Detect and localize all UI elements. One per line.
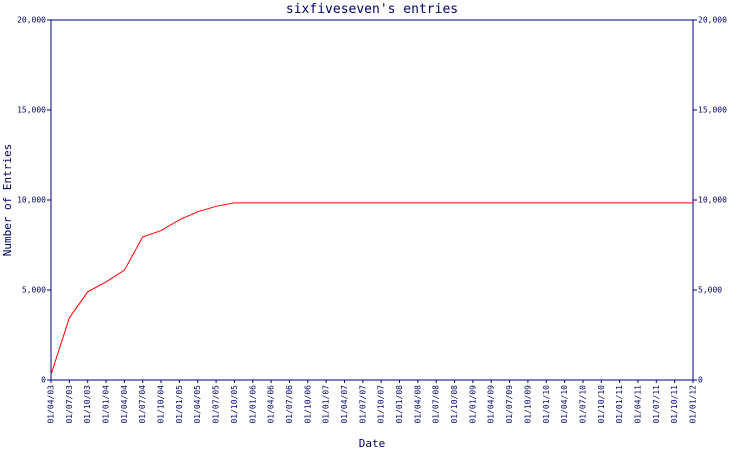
x-tick-label: 01/10/10 <box>597 385 606 424</box>
y2-tick-label: 0 <box>698 376 703 385</box>
x-tick-label: 01/07/03 <box>65 385 74 424</box>
x-tick-label: 01/10/03 <box>83 385 92 424</box>
x-tick-label: 01/01/08 <box>395 385 404 424</box>
x-tick-label: 01/10/07 <box>377 385 386 424</box>
plot-frame <box>50 19 694 381</box>
x-tick-label: 01/10/11 <box>670 385 679 424</box>
x-tick-label: 01/04/08 <box>413 385 422 424</box>
x-tick-label: 01/04/09 <box>487 385 496 424</box>
x-tick-label: 01/01/05 <box>175 385 184 424</box>
x-tick-label: 01/07/05 <box>212 385 221 424</box>
x-tick-label: 01/10/08 <box>450 385 459 424</box>
y-tick-label: 10,000 <box>17 196 46 205</box>
line-series <box>50 202 693 375</box>
x-tick-label: 01/04/06 <box>267 385 276 424</box>
x-tick-label: 01/10/05 <box>230 385 239 424</box>
y-tick-label: 20,000 <box>17 16 46 25</box>
y-tick-label: 0 <box>41 376 46 385</box>
x-tick-label: 01/01/12 <box>689 385 698 424</box>
x-tick-label: 01/01/07 <box>322 385 331 424</box>
y2-tick-label: 5,000 <box>698 286 722 295</box>
x-tick-label: 01/01/06 <box>248 385 257 424</box>
x-tick-label: 01/01/09 <box>468 385 477 424</box>
x-tick-label: 01/04/10 <box>560 385 569 424</box>
chart-title: sixfiveseven's entries <box>286 2 458 17</box>
x-tick-label: 01/07/09 <box>505 385 514 424</box>
x-axis-label: Date <box>359 437 386 450</box>
x-tick-label: 01/07/08 <box>432 385 441 424</box>
x-tick-label: 01/07/04 <box>138 385 147 424</box>
x-tick-label: 01/10/04 <box>157 385 166 424</box>
x-tick-label: 01/01/11 <box>615 385 624 424</box>
x-tick-label: 01/04/11 <box>633 385 642 424</box>
y2-tick-label: 15,000 <box>698 106 727 115</box>
y-axis-label: Number of Entries <box>1 144 14 257</box>
x-tick-label: 01/04/07 <box>340 385 349 424</box>
x-tick-label: 01/10/06 <box>303 385 312 424</box>
x-tick-label: 01/01/10 <box>542 385 551 424</box>
y-tick-label: 15,000 <box>17 106 46 115</box>
x-tick-label: 01/04/03 <box>47 385 56 424</box>
x-tick-label: 01/10/09 <box>523 385 532 424</box>
x-tick-label: 01/04/04 <box>120 385 129 424</box>
x-tick-label: 01/07/06 <box>285 385 294 424</box>
y2-tick-label: 20,000 <box>698 16 727 25</box>
x-tick-label: 01/04/05 <box>193 385 202 424</box>
y2-tick-label: 10,000 <box>698 196 727 205</box>
x-tick-label: 01/01/04 <box>102 385 111 424</box>
x-tick-label: 01/07/10 <box>578 385 587 424</box>
x-tick-label: 01/07/11 <box>652 385 661 424</box>
x-tick-label: 01/07/07 <box>358 385 367 424</box>
y-tick-label: 5,000 <box>22 286 46 295</box>
